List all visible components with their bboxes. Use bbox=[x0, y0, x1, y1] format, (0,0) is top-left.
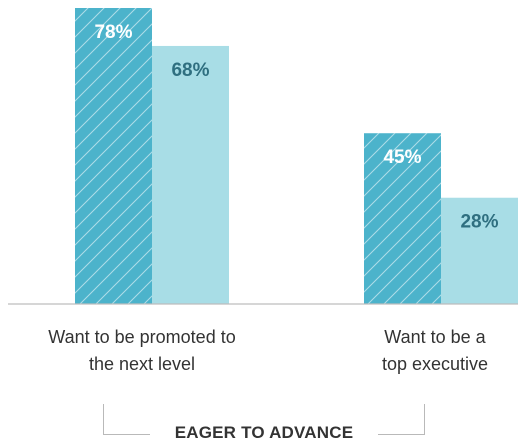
data-label-promoted-series-1: 78% bbox=[94, 22, 132, 43]
category-label-promoted: Want to be promoted to the next level bbox=[48, 327, 236, 374]
data-label-executive-series-1: 45% bbox=[383, 147, 421, 168]
bar-hatch-executive bbox=[364, 133, 441, 304]
data-label-executive-series-2: 28% bbox=[460, 212, 498, 233]
data-label-promoted-series-2: 68% bbox=[171, 60, 209, 81]
bar-executive-series-2 bbox=[441, 197, 518, 304]
group-bracket-right bbox=[378, 404, 425, 435]
group-bracket-left bbox=[103, 404, 150, 435]
category-label-executive: Want to be a top executive bbox=[381, 327, 489, 374]
bar-hatch-promoted bbox=[75, 8, 152, 304]
bar-promoted-series-2 bbox=[152, 45, 229, 304]
group-label: EAGER TO ADVANCE bbox=[174, 423, 354, 442]
